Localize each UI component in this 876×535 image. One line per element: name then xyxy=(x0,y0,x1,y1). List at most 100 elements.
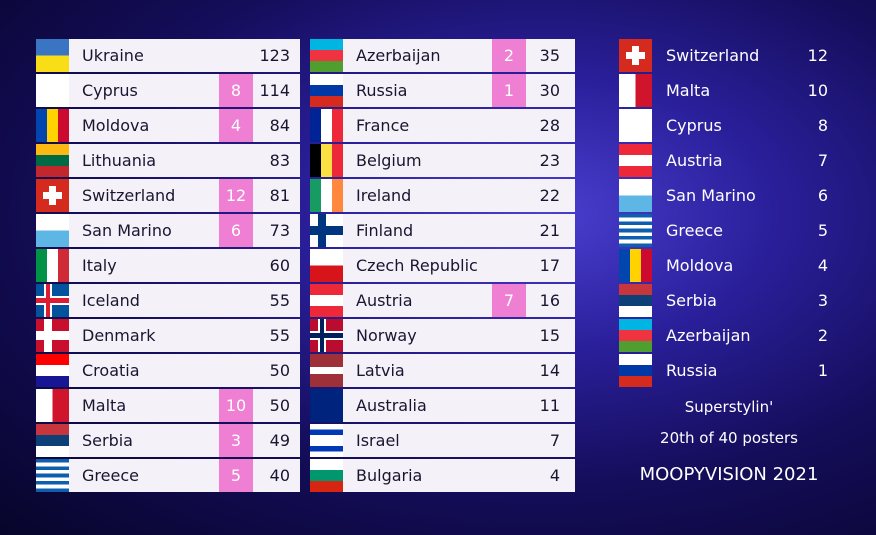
country-name: Denmark xyxy=(82,326,156,345)
country-name: Austria xyxy=(356,291,413,310)
vote-row: Greece 5 xyxy=(619,214,834,247)
scoreboard-row: Norway 15 xyxy=(310,319,575,352)
total-score: 60 xyxy=(269,256,290,275)
vote-row: Moldova 4 xyxy=(619,249,834,282)
flag xyxy=(310,424,343,457)
points-given: 6 xyxy=(817,186,828,205)
flag xyxy=(36,459,69,492)
vote-row: Switzerland 12 xyxy=(619,39,834,72)
flag xyxy=(310,249,343,282)
total-score: 123 xyxy=(259,46,290,65)
scoreboard-row: Latvia 14 xyxy=(310,354,575,387)
vote-row: Serbia 3 xyxy=(619,284,834,317)
scoreboard-row: Denmark 55 xyxy=(36,319,300,352)
flag xyxy=(310,354,343,387)
country-name: Serbia xyxy=(82,431,133,450)
total-score: 55 xyxy=(269,291,290,310)
points-given: 5 xyxy=(817,221,828,240)
country-name: Switzerland xyxy=(82,186,176,205)
flag-part xyxy=(310,333,343,338)
flag xyxy=(619,144,652,177)
flag xyxy=(310,39,343,72)
scoreboard-row: Australia 11 xyxy=(310,389,575,422)
country-name: San Marino xyxy=(82,221,172,240)
flag xyxy=(36,354,69,387)
scoreboard-row: Israel 7 xyxy=(310,424,575,457)
country-name: Malta xyxy=(82,396,127,415)
flag xyxy=(36,389,69,422)
total-score: 55 xyxy=(269,326,290,345)
country-name: Croatia xyxy=(82,361,140,380)
country-name: Latvia xyxy=(356,361,405,380)
total-score: 83 xyxy=(269,151,290,170)
points-received: 10 xyxy=(219,389,253,422)
country-name: Iceland xyxy=(82,291,140,310)
scoreboard-row: Malta 10 50 xyxy=(36,389,300,422)
country-name: Greece xyxy=(666,221,723,240)
flag xyxy=(36,74,69,107)
flag xyxy=(36,284,69,317)
points-received: 8 xyxy=(219,74,253,107)
total-score: 40 xyxy=(269,466,290,485)
flag xyxy=(36,214,69,247)
flag xyxy=(619,284,652,317)
scoreboard-row: Switzerland 12 81 xyxy=(36,179,300,212)
flag xyxy=(619,319,652,352)
flag-part xyxy=(310,226,343,235)
country-name: Israel xyxy=(356,431,400,450)
country-name: Azerbaijan xyxy=(356,46,441,65)
scoreboard-row: Austria 7 16 xyxy=(310,284,575,317)
country-name: Ireland xyxy=(356,186,412,205)
points-given: 10 xyxy=(807,81,828,100)
points-given: 7 xyxy=(817,151,828,170)
total-score: 49 xyxy=(269,431,290,450)
country-name: Australia xyxy=(356,396,427,415)
vote-row: Russia 1 xyxy=(619,354,834,387)
scoreboard-row: Belgium 23 xyxy=(310,144,575,177)
total-score: 16 xyxy=(539,291,560,310)
country-name: Czech Republic xyxy=(356,256,478,275)
flag xyxy=(619,214,652,247)
country-name: Greece xyxy=(82,466,139,485)
country-name: Moldova xyxy=(666,256,734,275)
flag xyxy=(310,109,343,142)
total-score: 73 xyxy=(269,221,290,240)
points-given: 12 xyxy=(807,46,828,65)
total-score: 4 xyxy=(549,466,560,485)
flag xyxy=(619,179,652,212)
country-name: Finland xyxy=(356,221,414,240)
points-received: 5 xyxy=(219,459,253,492)
scoreboard-row: France 28 xyxy=(310,109,575,142)
total-score: 50 xyxy=(269,361,290,380)
country-name: Serbia xyxy=(666,291,717,310)
flag xyxy=(36,179,69,212)
points-received: 3 xyxy=(219,424,253,457)
scoreboard-row: Czech Republic 17 xyxy=(310,249,575,282)
country-name: San Marino xyxy=(666,186,756,205)
vote-row: Cyprus 8 xyxy=(619,109,834,142)
country-name: Switzerland xyxy=(666,46,760,65)
total-score: 28 xyxy=(539,116,560,135)
country-name: Cyprus xyxy=(82,81,138,100)
scoreboard-row: Iceland 55 xyxy=(36,284,300,317)
scoreboard-row: Greece 5 40 xyxy=(36,459,300,492)
points-received: 1 xyxy=(492,74,526,107)
flag xyxy=(310,284,343,317)
country-name: Bulgaria xyxy=(356,466,423,485)
scoreboard-row: Ireland 22 xyxy=(310,179,575,212)
points-given: 3 xyxy=(817,291,828,310)
scoreboard-row: San Marino 6 73 xyxy=(36,214,300,247)
vote-row: Malta 10 xyxy=(619,74,834,107)
flag xyxy=(36,319,69,352)
flag xyxy=(36,249,69,282)
total-score: 15 xyxy=(539,326,560,345)
points-received: 2 xyxy=(492,39,526,72)
scoreboard-row: Russia 1 30 xyxy=(310,74,575,107)
total-score: 35 xyxy=(539,46,560,65)
country-name: Azerbaijan xyxy=(666,326,751,345)
scoreboard-row: Lithuania 83 xyxy=(36,144,300,177)
flag xyxy=(36,39,69,72)
scoreboard-row: Moldova 4 84 xyxy=(36,109,300,142)
total-score: 81 xyxy=(269,186,290,205)
